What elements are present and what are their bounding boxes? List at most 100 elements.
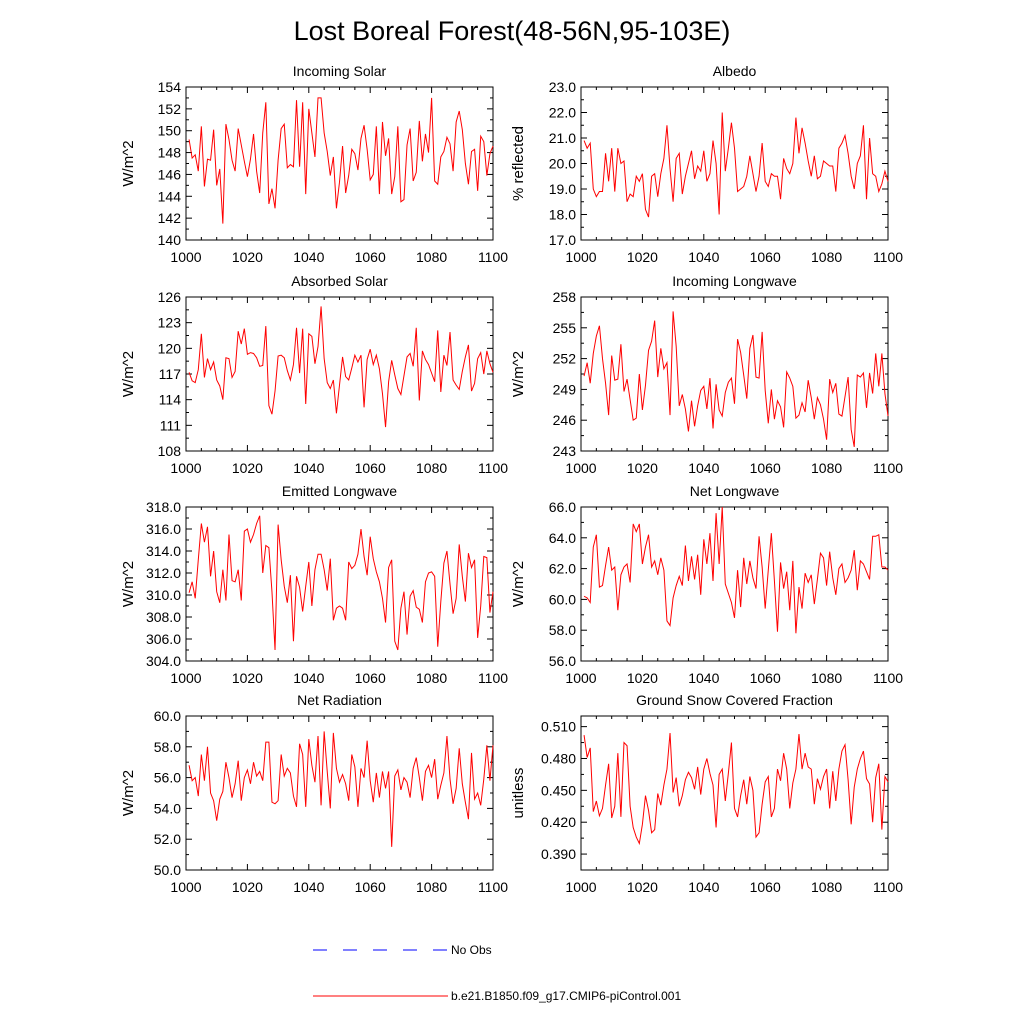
net-radiation-title: Net Radiation xyxy=(297,692,382,708)
albedo-y-tick-label: 17.0 xyxy=(549,232,576,248)
net-longwave-y-tick-label: 56.0 xyxy=(549,653,576,669)
incoming-longwave-x-tick-label: 1020 xyxy=(627,460,658,476)
emitted-longwave-title: Emitted Longwave xyxy=(282,483,397,499)
net-longwave-y-tick-label: 58.0 xyxy=(549,622,576,638)
ground-snow-covered-fraction-y-tick-label: 0.480 xyxy=(541,750,576,766)
incoming-solar-x-tick-label: 1100 xyxy=(478,249,508,265)
net-longwave-y-tick-label: 62.0 xyxy=(549,561,576,577)
albedo-y-label: % reflected xyxy=(510,126,527,201)
incoming-longwave-x-tick-label: 1040 xyxy=(688,460,719,476)
incoming-longwave-y-tick-label: 246 xyxy=(553,412,577,428)
panels: 1000 1020 1040 1060 1080 11001401421441461481… xyxy=(120,63,903,895)
incoming-solar-x-tick-label: 1020 xyxy=(232,249,263,265)
emitted-longwave-series-line xyxy=(188,515,494,651)
incoming-solar-x-tick-label: 1040 xyxy=(293,249,324,265)
net-radiation-x-tick-label: 1060 xyxy=(355,879,386,895)
incoming-solar-y-tick-label: 148 xyxy=(158,145,182,161)
absorbed-solar-title: Absorbed Solar xyxy=(291,273,388,289)
net-radiation-x-tick-label: 1100 xyxy=(478,879,508,895)
albedo-y-tick-label: 23.0 xyxy=(549,79,576,95)
emitted-longwave-y-tick-label: 314.0 xyxy=(146,543,181,559)
ground-snow-covered-fraction-y-tick-label: 0.510 xyxy=(541,719,576,735)
incoming-longwave-panel: 1000 1020 1040 1060 1080 11002432462492522552… xyxy=(510,273,903,476)
net-longwave-x-tick-label: 1040 xyxy=(688,670,719,686)
incoming-solar-y-tick-label: 150 xyxy=(158,123,182,139)
net-longwave-x-axis: 1000 1020 1040 1060 1080 1100 xyxy=(565,507,903,686)
incoming-longwave-y-tick-label: 258 xyxy=(553,289,577,305)
net-radiation-x-tick-label: 1000 xyxy=(170,879,201,895)
emitted-longwave-y-tick-label: 310.0 xyxy=(146,587,181,603)
incoming-longwave-x-tick-label: 1080 xyxy=(811,460,842,476)
incoming-solar-y-tick-label: 154 xyxy=(158,79,182,95)
incoming-solar-y-tick-label: 142 xyxy=(158,210,182,226)
emitted-longwave-y-axis: 304.0 306.0 308.0 310.0 312.0 314.0 316.0 318.0 xyxy=(146,499,493,669)
emitted-longwave-x-tick-label: 1020 xyxy=(232,670,263,686)
net-radiation-series-line xyxy=(188,731,494,847)
absorbed-solar-x-tick-label: 1040 xyxy=(293,460,324,476)
incoming-longwave-y-tick-label: 249 xyxy=(553,381,577,397)
albedo-y-axis: 17.0 18.0 19.0 20.0 21.0 22.0 23.0 xyxy=(549,79,888,248)
net-longwave-y-axis: 56.0 58.0 60.0 62.0 64.0 66.0 xyxy=(549,499,888,669)
ground-snow-covered-fraction-x-tick-label: 1040 xyxy=(688,879,719,895)
net-radiation-x-axis: 1000 1020 1040 1060 1080 1100 xyxy=(170,716,508,895)
emitted-longwave-y-tick-label: 316.0 xyxy=(146,521,181,537)
emitted-longwave-y-tick-label: 304.0 xyxy=(146,653,181,669)
net-longwave-x-tick-label: 1080 xyxy=(811,670,842,686)
net-radiation-x-tick-label: 1080 xyxy=(416,879,447,895)
emitted-longwave-panel: 1000 1020 1040 1060 1080 1100304.0306.0308.03… xyxy=(120,483,508,686)
emitted-longwave-y-label: W/m^2 xyxy=(120,561,137,607)
net-radiation-y-tick-label: 60.0 xyxy=(154,708,181,724)
emitted-longwave-y-tick-label: 308.0 xyxy=(146,609,181,625)
absorbed-solar-y-tick-label: 114 xyxy=(159,392,182,408)
net-radiation-y-tick-label: 52.0 xyxy=(154,831,181,847)
incoming-solar-y-tick-label: 140 xyxy=(158,232,182,248)
ground-snow-covered-fraction-title: Ground Snow Covered Fraction xyxy=(636,692,833,708)
absorbed-solar-y-tick-label: 108 xyxy=(158,443,182,459)
net-longwave-x-tick-label: 1000 xyxy=(565,670,596,686)
net-radiation-x-tick-label: 1020 xyxy=(232,879,263,895)
absorbed-solar-y-tick-label: 111 xyxy=(160,417,181,433)
net-longwave-y-tick-label: 64.0 xyxy=(549,530,576,546)
albedo-panel: 1000 1020 1040 1060 1080 1100 17.0 18.0 19.0 20.0… xyxy=(510,63,903,265)
absorbed-solar-x-tick-label: 1080 xyxy=(416,460,447,476)
legend: No Obs b.e21.B1850.f09_g17.CMIP6-piContro… xyxy=(313,943,681,1003)
net-longwave-x-tick-label: 1060 xyxy=(750,670,781,686)
emitted-longwave-x-tick-label: 1080 xyxy=(416,670,447,686)
absorbed-solar-y-axis: 108 111 114 117 120 123 126 xyxy=(158,289,493,459)
albedo-x-tick-label: 1100 xyxy=(873,249,903,265)
net-radiation-y-axis: 50.0 52.0 54.0 56.0 58.0 60.0 xyxy=(154,708,493,878)
incoming-solar-y-tick-label: 144 xyxy=(158,188,182,204)
albedo-x-tick-label: 1020 xyxy=(627,249,658,265)
ground-snow-covered-fraction-y-tick-label: 0.450 xyxy=(541,782,576,798)
albedo-y-tick-label: 19.0 xyxy=(549,181,576,197)
incoming-solar-y-axis: 140 142 144 146 148 150 152 154 xyxy=(158,79,493,248)
incoming-longwave-y-axis: 243 246 249 252 255 258 xyxy=(553,289,888,459)
absorbed-solar-x-tick-label: 1100 xyxy=(478,460,508,476)
absorbed-solar-y-label: W/m^2 xyxy=(120,351,137,397)
incoming-longwave-x-tick-label: 1100 xyxy=(873,460,903,476)
net-radiation-y-label: W/m^2 xyxy=(120,770,137,816)
incoming-longwave-y-tick-label: 252 xyxy=(553,351,577,367)
ground-snow-covered-fraction-series-line xyxy=(583,732,889,846)
absorbed-solar-x-tick-label: 1020 xyxy=(232,460,263,476)
emitted-longwave-y-tick-label: 312.0 xyxy=(146,565,181,581)
net-radiation-x-tick-label: 1040 xyxy=(293,879,324,895)
incoming-solar-panel: 1000 1020 1040 1060 1080 11001401421441461481… xyxy=(120,63,508,265)
net-longwave-x-tick-label: 1020 xyxy=(627,670,658,686)
ground-snow-covered-fraction-x-tick-label: 1080 xyxy=(811,879,842,895)
incoming-longwave-x-tick-label: 1000 xyxy=(565,460,596,476)
albedo-x-tick-label: 1080 xyxy=(811,249,842,265)
net-longwave-y-label: W/m^2 xyxy=(510,561,527,607)
net-radiation-panel: 1000 1020 1040 1060 1080 1100 50.0 52.0 54.0 56.0… xyxy=(120,692,508,895)
net-longwave-panel: 1000 1020 1040 1060 1080 1100 56.0 58.0 60.0 62.0… xyxy=(510,483,903,686)
incoming-solar-x-tick-label: 1060 xyxy=(355,249,386,265)
ground-snow-covered-fraction-panel: 1000 1020 1040 1060 1080 11000.3900.4200.4500… xyxy=(510,692,903,895)
albedo-series-line xyxy=(583,112,889,218)
emitted-longwave-x-axis: 1000 1020 1040 1060 1080 1100 xyxy=(170,507,508,686)
albedo-x-tick-label: 1060 xyxy=(750,249,781,265)
incoming-solar-y-tick-label: 152 xyxy=(158,101,182,117)
net-longwave-series-line xyxy=(583,506,889,634)
net-longwave-x-tick-label: 1100 xyxy=(873,670,903,686)
net-radiation-y-tick-label: 50.0 xyxy=(154,862,181,878)
